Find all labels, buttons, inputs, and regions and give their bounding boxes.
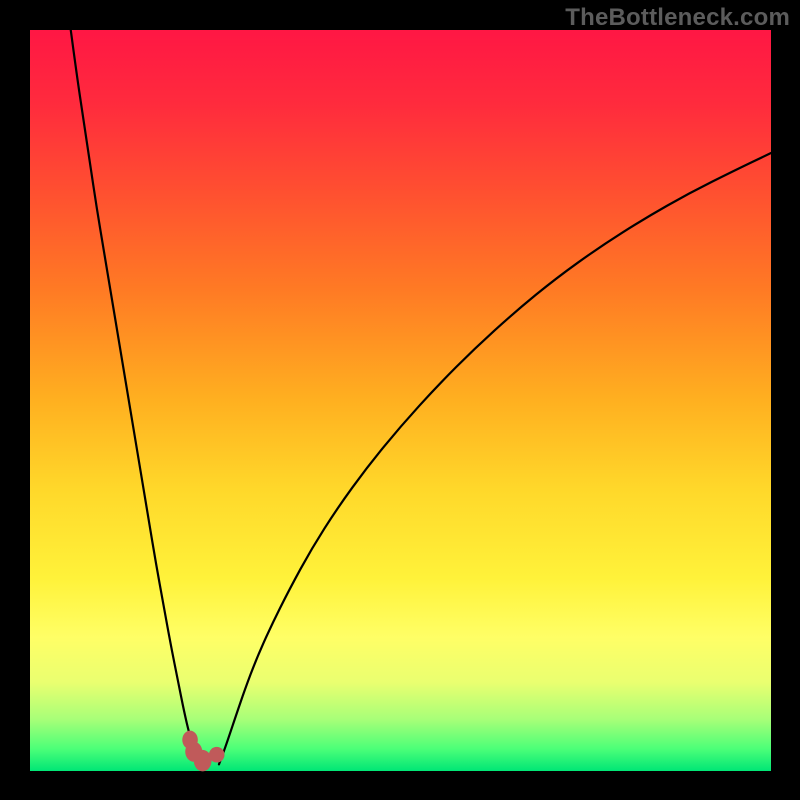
watermark-text: TheBottleneck.com [565,4,790,32]
plot-svg [0,0,800,800]
chart-root: TheBottleneck.com [0,0,800,800]
gradient-background [30,30,771,771]
